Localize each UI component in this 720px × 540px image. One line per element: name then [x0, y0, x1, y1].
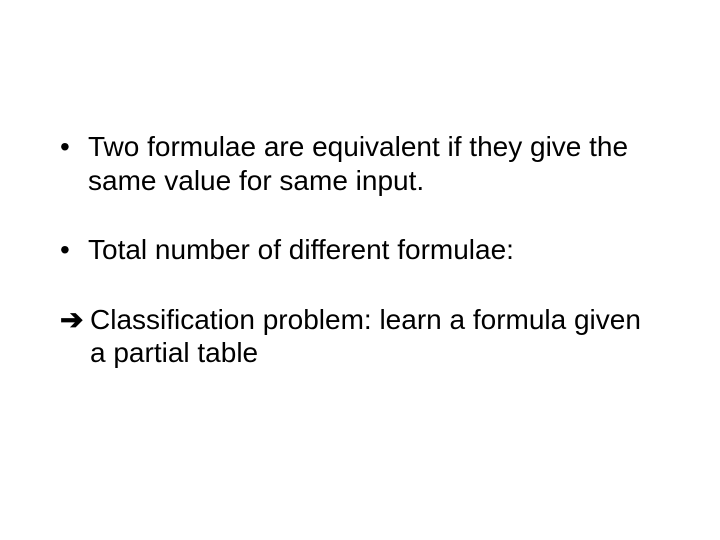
- bullet-item-1: • Two formulae are equivalent if they gi…: [60, 130, 660, 197]
- bullet-marker: •: [60, 130, 88, 164]
- bullet-text-1: Two formulae are equivalent if they give…: [88, 130, 660, 197]
- bullet-marker: •: [60, 233, 88, 267]
- arrow-item: ➔ Classification problem: learn a formul…: [60, 303, 660, 370]
- arrow-text: Classification problem: learn a formula …: [90, 303, 660, 370]
- bullet-item-2: • Total number of different formulae:: [60, 233, 660, 267]
- slide: • Two formulae are equivalent if they gi…: [0, 0, 720, 540]
- bullet-text-2: Total number of different formulae:: [88, 233, 660, 267]
